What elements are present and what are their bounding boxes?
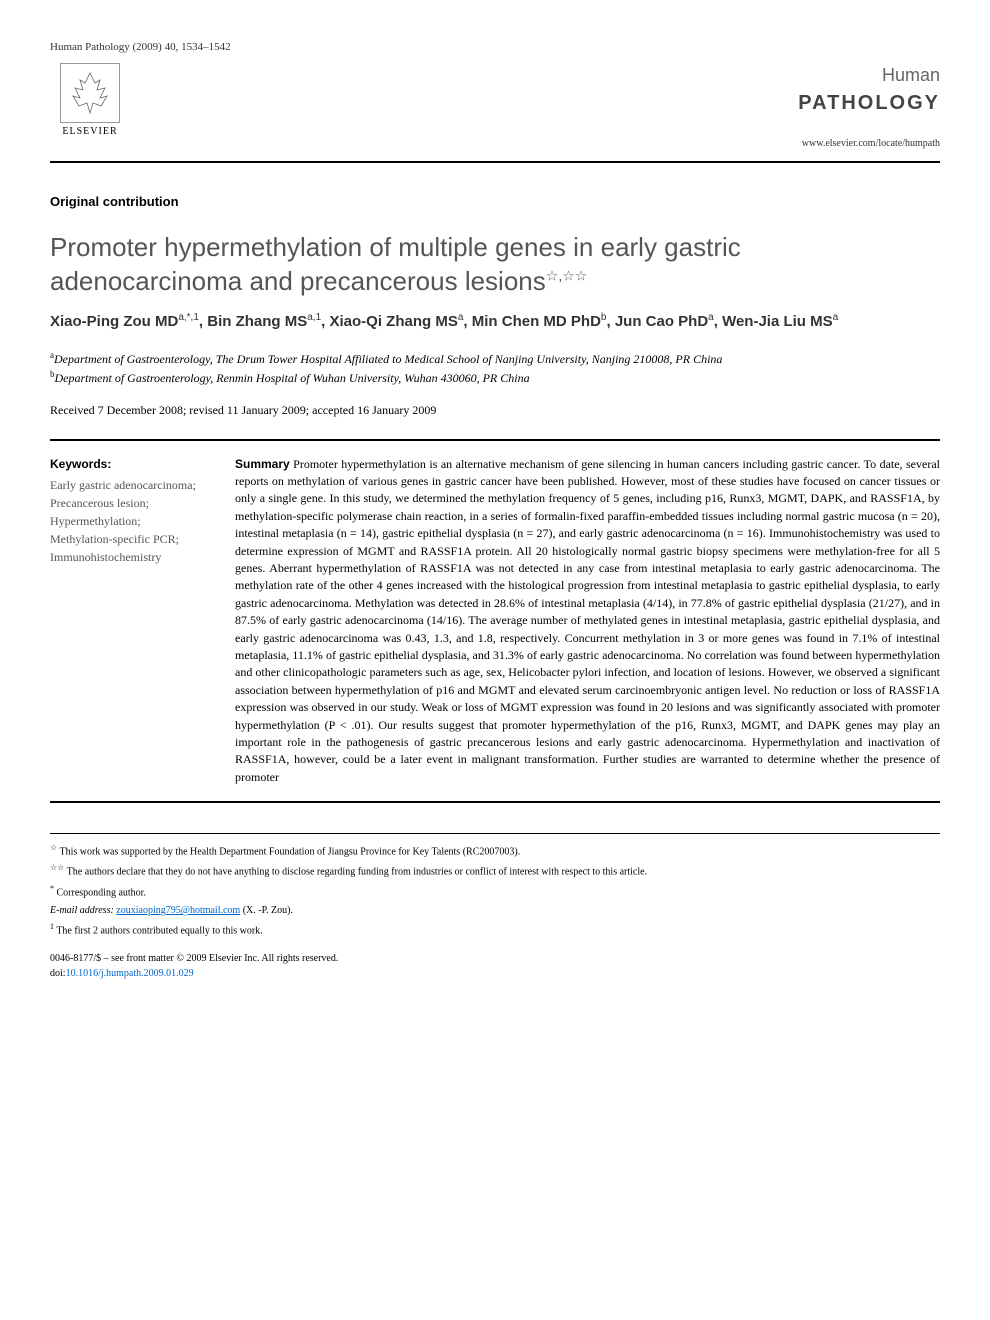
email-suffix: (X. -P. Zou). [240, 905, 293, 916]
publisher-name: ELSEVIER [62, 125, 117, 139]
footnote-mark: 1 [50, 922, 54, 931]
footnote-mark: ☆☆ [50, 863, 64, 872]
article-title: Promoter hypermethylation of multiple ge… [50, 231, 940, 299]
keywords-list: Early gastric adenocarcinoma;Precancerou… [50, 476, 210, 566]
affiliations: aDepartment of Gastroenterology, The Dru… [50, 349, 940, 387]
article-type: Original contribution [50, 193, 940, 211]
dates-line: Received 7 December 2008; revised 11 Jan… [50, 402, 940, 419]
footnote-mark: * [50, 884, 54, 893]
footnote-funding: ☆ This work was supported by the Health … [50, 842, 940, 860]
summary-text: Promoter hypermethylation is an alternat… [235, 457, 940, 784]
affiliation-sup: a [50, 350, 54, 360]
keyword-item: Immunohistochemistry [50, 548, 210, 566]
journal-name-top: Human [760, 63, 940, 88]
keyword-item: Hypermethylation; [50, 512, 210, 530]
author-sup: a [458, 312, 464, 323]
header-row: ELSEVIER Human PATHOLOGY www.elsevier.co… [50, 63, 940, 162]
email-link[interactable]: zouxiaoping795@hotmail.com [116, 905, 240, 916]
email-label: E-mail address: [50, 905, 114, 916]
journal-name-bottom: PATHOLOGY [760, 89, 940, 117]
copyright-block: 0046-8177/$ – see front matter © 2009 El… [50, 951, 940, 981]
author: Xiao-Qi Zhang MSa [330, 313, 464, 330]
keyword-item: Early gastric adenocarcinoma; [50, 476, 210, 494]
authors-line: Xiao-Ping Zou MDa,*,1, Bin Zhang MSa,1, … [50, 310, 940, 334]
footnote-conflict: ☆☆ The authors declare that they do not … [50, 862, 940, 880]
title-marks: ☆,☆☆ [546, 267, 588, 283]
author: Xiao-Ping Zou MDa,*,1 [50, 313, 199, 330]
author-sup: b [601, 312, 607, 323]
content-row: Keywords: Early gastric adenocarcinoma;P… [50, 439, 940, 803]
affiliation: aDepartment of Gastroenterology, The Dru… [50, 349, 940, 368]
keyword-item: Methylation-specific PCR; [50, 530, 210, 548]
citation-line: Human Pathology (2009) 40, 1534–1542 [50, 40, 940, 55]
author: Jun Cao PhDa [615, 313, 714, 330]
journal-badge: Human PATHOLOGY www.elsevier.com/locate/… [760, 63, 940, 150]
doi-prefix: doi: [50, 968, 66, 979]
keywords-column: Keywords: Early gastric adenocarcinoma;P… [50, 456, 210, 786]
summary-column: Summary Promoter hypermethylation is an … [235, 456, 940, 786]
footnote-mark: ☆ [50, 843, 57, 852]
affiliation-sup: b [50, 369, 55, 379]
footnote-equal-contribution: 1 The first 2 authors contributed equall… [50, 921, 940, 939]
footnote-text: The first 2 authors contributed equally … [56, 925, 262, 936]
copyright-line: 0046-8177/$ – see front matter © 2009 El… [50, 951, 940, 966]
keyword-item: Precancerous lesion; [50, 494, 210, 512]
title-text: Promoter hypermethylation of multiple ge… [50, 232, 741, 296]
author: Bin Zhang MSa,1 [207, 313, 321, 330]
keywords-heading: Keywords: [50, 456, 210, 473]
affiliation: bDepartment of Gastroenterology, Renmin … [50, 368, 940, 387]
doi-line: doi:10.1016/j.humpath.2009.01.029 [50, 966, 940, 981]
publisher-logo: ELSEVIER [50, 63, 130, 139]
footnote-text: This work was supported by the Health De… [60, 846, 521, 857]
doi-link[interactable]: 10.1016/j.humpath.2009.01.029 [66, 968, 194, 979]
elsevier-tree-icon [60, 63, 120, 123]
footnote-text: Corresponding author. [57, 887, 146, 898]
footnote-corresponding: * Corresponding author. [50, 883, 940, 901]
author-sup: a,1 [307, 312, 321, 323]
footnote-email: E-mail address: zouxiaoping795@hotmail.c… [50, 903, 940, 919]
author: Min Chen MD PhDb [472, 313, 607, 330]
author: Wen-Jia Liu MSa [722, 313, 838, 330]
author-sup: a,*,1 [178, 312, 199, 323]
footnotes: ☆ This work was supported by the Health … [50, 833, 940, 939]
summary-label: Summary [235, 457, 290, 471]
author-sup: a [708, 312, 714, 323]
journal-url: www.elsevier.com/locate/humpath [760, 137, 940, 151]
author-sup: a [833, 312, 839, 323]
footnote-text: The authors declare that they do not hav… [67, 867, 647, 878]
